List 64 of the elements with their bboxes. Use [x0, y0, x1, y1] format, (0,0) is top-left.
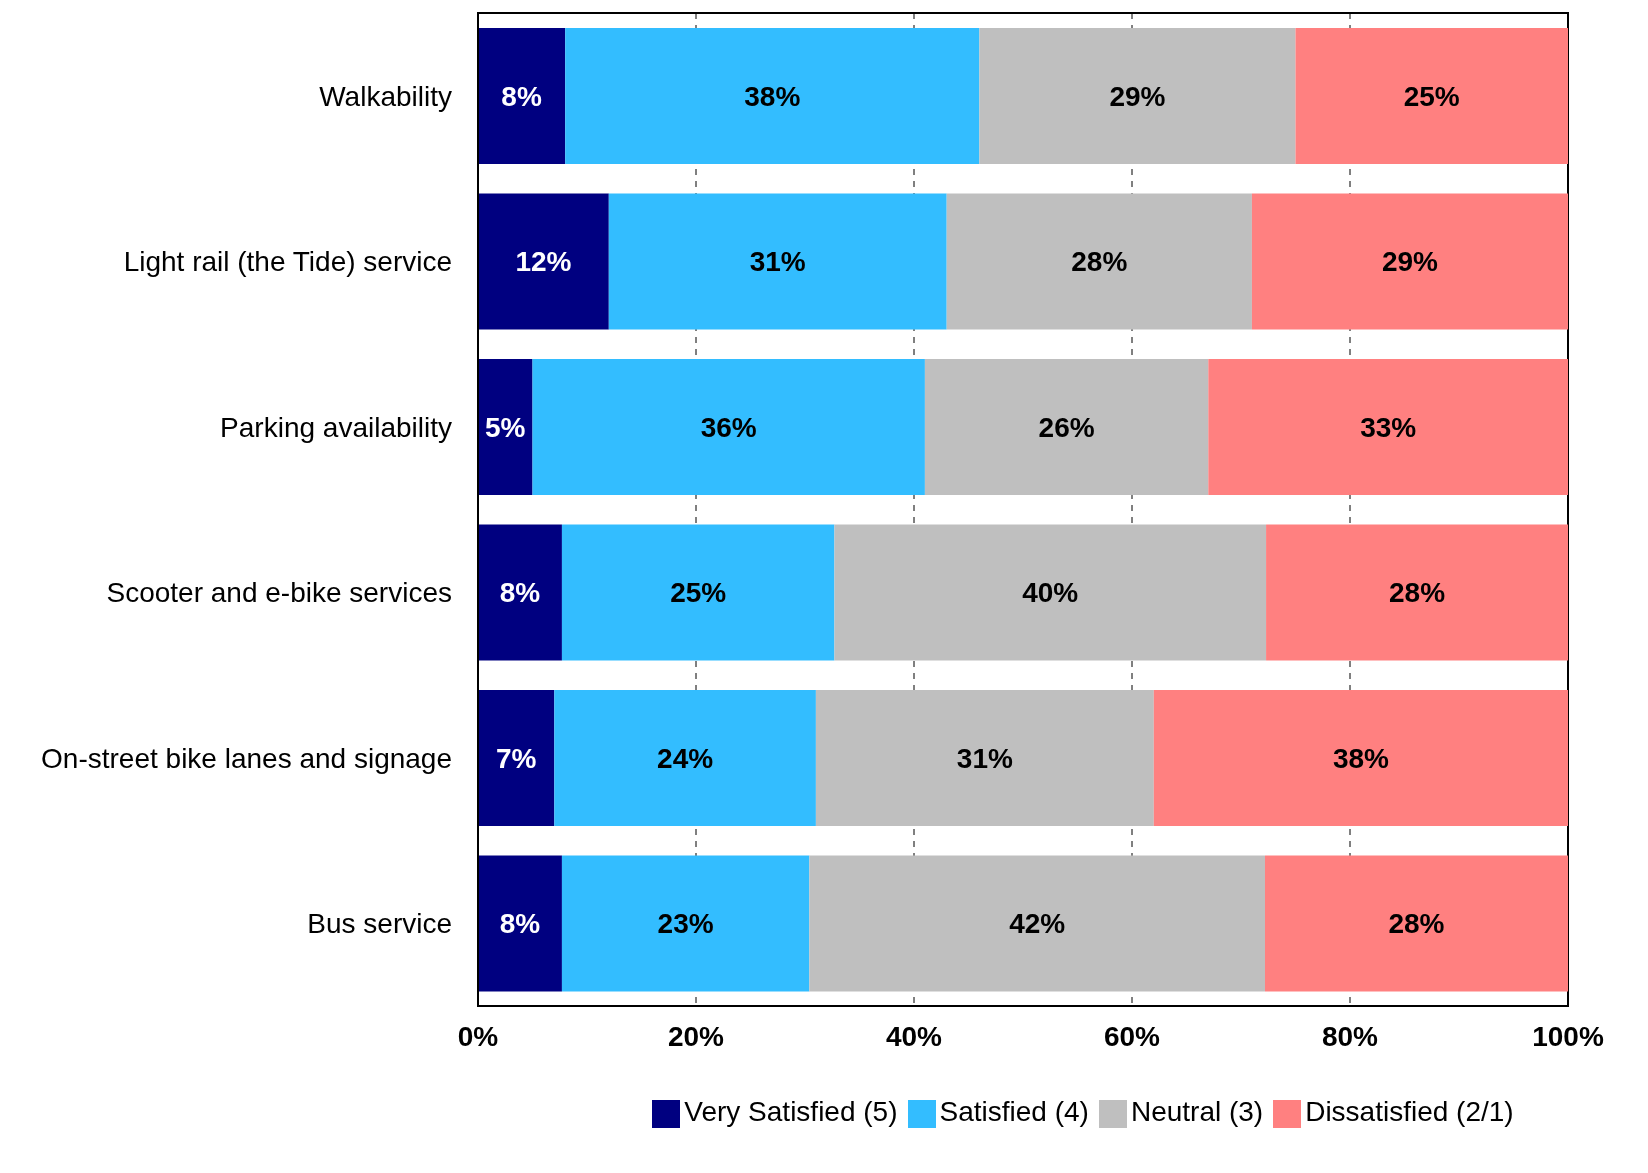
- data-label: 8%: [499, 577, 541, 609]
- bar: [478, 28, 566, 164]
- bar: [1208, 359, 1568, 495]
- data-label: 36%: [700, 411, 757, 443]
- data-label: 33%: [1360, 411, 1417, 443]
- bar: [815, 690, 1154, 826]
- data-label: 29%: [1381, 246, 1439, 278]
- bar: [478, 193, 609, 330]
- legend-label: Satisfied (4): [939, 1096, 1089, 1127]
- bar: [1295, 28, 1568, 164]
- bar: [946, 193, 1252, 330]
- data-label: 5%: [485, 411, 526, 443]
- legend-label: Neutral (3): [1130, 1096, 1264, 1127]
- legend-label: Dissatisfied (2/1): [1305, 1096, 1514, 1127]
- bar: [478, 359, 533, 495]
- data-label: 31%: [956, 742, 1013, 774]
- x-tick-label: 20%: [667, 1020, 725, 1052]
- data-label: 28%: [1071, 246, 1128, 278]
- data-label: 38%: [1332, 742, 1390, 774]
- data-label: 23%: [657, 908, 714, 940]
- bar: [561, 524, 835, 661]
- x-tick-label: 100%: [1532, 1020, 1604, 1052]
- data-label: 25%: [1403, 80, 1460, 112]
- bar: [478, 690, 555, 826]
- bar: [979, 28, 1296, 164]
- data-label: 40%: [1022, 577, 1079, 609]
- bar: [532, 359, 925, 495]
- bar: [608, 193, 947, 330]
- x-tick-label: 60%: [1103, 1020, 1161, 1052]
- data-label: 7%: [495, 742, 537, 774]
- data-label: 29%: [1109, 80, 1166, 112]
- data-label: 31%: [749, 246, 806, 278]
- bar: [565, 28, 980, 164]
- x-tick-label: 40%: [885, 1020, 943, 1052]
- data-label: 42%: [1009, 908, 1066, 940]
- data-label: 8%: [501, 80, 542, 112]
- legend-label: Very Satisfied (5): [684, 1096, 898, 1127]
- data-label: 26%: [1038, 411, 1095, 443]
- y-tick-label: Scooter and e-bike services: [106, 577, 452, 609]
- bar: [1266, 524, 1568, 661]
- data-label: 12%: [515, 246, 572, 278]
- bar: [554, 690, 816, 826]
- data-label: 8%: [499, 908, 541, 940]
- bar: [478, 524, 562, 661]
- bar: [1264, 855, 1568, 992]
- bar: [809, 855, 1265, 992]
- bar: [478, 855, 562, 992]
- bar: [924, 359, 1209, 495]
- y-tick-label: Bus service: [307, 908, 452, 940]
- data-label: 28%: [1388, 908, 1445, 940]
- bar: [561, 855, 810, 992]
- data-label: 24%: [657, 742, 714, 774]
- data-label: 25%: [670, 577, 727, 609]
- y-tick-label: Walkability: [319, 80, 452, 112]
- bar: [1251, 193, 1568, 330]
- data-label: 38%: [744, 80, 801, 112]
- y-tick-label: Light rail (the Tide) service: [123, 246, 452, 278]
- x-tick-label: 0%: [457, 1020, 499, 1052]
- y-tick-label: On-street bike lanes and signage: [41, 742, 452, 774]
- bar: [1153, 690, 1568, 826]
- y-tick-label: Parking availability: [220, 411, 452, 443]
- x-tick-label: 80%: [1321, 1020, 1379, 1052]
- data-label: 28%: [1389, 577, 1446, 609]
- bar: [834, 524, 1267, 661]
